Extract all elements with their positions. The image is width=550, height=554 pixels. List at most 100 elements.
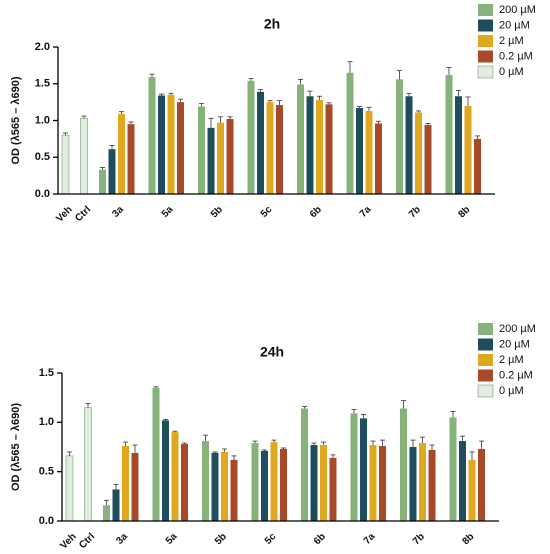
bar — [65, 455, 74, 522]
error-bar — [104, 499, 109, 506]
bar — [230, 459, 238, 521]
bar — [464, 105, 472, 194]
bar — [198, 106, 205, 194]
error-bar — [357, 106, 362, 109]
error-bar — [85, 403, 91, 408]
error-bar — [222, 448, 227, 452]
x-tick-label: 6b — [308, 204, 324, 220]
bar — [167, 94, 175, 194]
error-bar — [271, 439, 277, 443]
bar — [99, 169, 106, 194]
bar — [247, 80, 255, 194]
legend-label: 0 µM — [499, 385, 524, 397]
bar — [112, 489, 120, 521]
error-bar — [406, 92, 412, 97]
bar — [474, 138, 481, 194]
bar — [424, 124, 432, 194]
legend-label: 0 µM — [499, 66, 524, 78]
legend-swatch — [477, 65, 494, 79]
bar — [251, 443, 259, 521]
y-tick-label: 0.0 — [39, 515, 54, 527]
y-tick-label: 0.0 — [35, 188, 50, 200]
x-tick-label: 7a — [358, 204, 374, 220]
bar — [131, 452, 139, 521]
error-bar — [123, 441, 128, 447]
legend-swatch — [478, 354, 493, 366]
error-bar — [370, 440, 376, 446]
error-bar — [361, 414, 366, 419]
bar — [449, 417, 457, 521]
x-tick-label: 8b — [456, 204, 472, 220]
bar — [103, 505, 110, 521]
bar — [350, 413, 358, 521]
error-bar — [429, 444, 435, 450]
chart-title: 24h — [260, 344, 284, 360]
bar — [226, 119, 234, 194]
bar — [122, 446, 129, 521]
error-bar — [163, 418, 168, 421]
bar — [400, 408, 407, 521]
y-tick-label: 0.5 — [35, 151, 50, 163]
x-tick-label: 7a — [362, 531, 378, 547]
y-axis-label: OD (λ565 – λ690) — [10, 76, 22, 164]
error-bar — [380, 439, 385, 447]
error-bar — [330, 454, 336, 458]
error-bar — [450, 411, 456, 418]
bar — [127, 124, 135, 194]
bar — [316, 99, 323, 194]
bar — [211, 452, 219, 521]
error-bar — [153, 386, 159, 388]
y-tick-label: 1.0 — [35, 114, 50, 126]
bar — [365, 110, 373, 194]
x-tick-label: Veh — [54, 204, 74, 224]
error-bar — [351, 409, 357, 414]
bar — [369, 445, 377, 521]
error-bar — [182, 442, 187, 445]
bar — [217, 122, 224, 194]
legend-label: 20 µM — [499, 338, 530, 350]
bar — [152, 387, 160, 521]
bar — [221, 451, 228, 521]
y-tick-label: 1.5 — [35, 78, 50, 90]
error-bar — [208, 117, 214, 128]
bar — [270, 442, 278, 521]
x-tick-label: 5a — [164, 531, 180, 547]
error-bar — [168, 92, 174, 95]
error-bar — [366, 106, 372, 111]
legend-label: 2 µM — [499, 35, 524, 47]
bar — [468, 459, 476, 521]
error-bar — [302, 406, 307, 409]
bar — [375, 123, 382, 194]
bar — [280, 448, 287, 521]
error-bar — [178, 98, 183, 103]
x-tick-label: Veh — [58, 531, 78, 551]
bar — [162, 420, 169, 521]
legend-label: 2 µM — [499, 354, 524, 366]
error-bar — [410, 439, 416, 447]
error-bar — [311, 442, 317, 446]
x-tick-label: 5a — [160, 204, 176, 220]
x-tick-label: 5c — [259, 204, 275, 220]
y-tick-label: 0.5 — [39, 466, 54, 478]
legend-swatch — [478, 4, 493, 16]
error-bar — [67, 451, 72, 456]
error-bar — [128, 121, 134, 125]
bar — [266, 102, 274, 194]
error-bar — [376, 120, 381, 124]
legend-label: 200 µM — [499, 4, 536, 16]
bar — [455, 96, 462, 194]
error-bar — [469, 451, 475, 460]
legend-swatch — [478, 35, 493, 47]
error-bar — [159, 93, 164, 96]
error-bar — [149, 73, 155, 78]
bar — [61, 134, 70, 195]
x-tick-label: 7b — [411, 531, 427, 547]
error-bar — [446, 67, 452, 75]
x-tick-label: 5c — [263, 531, 279, 547]
bar — [346, 72, 354, 194]
error-bar — [113, 484, 119, 490]
bar — [202, 441, 209, 521]
bar — [257, 91, 264, 194]
legend-swatch — [478, 19, 493, 32]
error-bar — [281, 447, 286, 449]
